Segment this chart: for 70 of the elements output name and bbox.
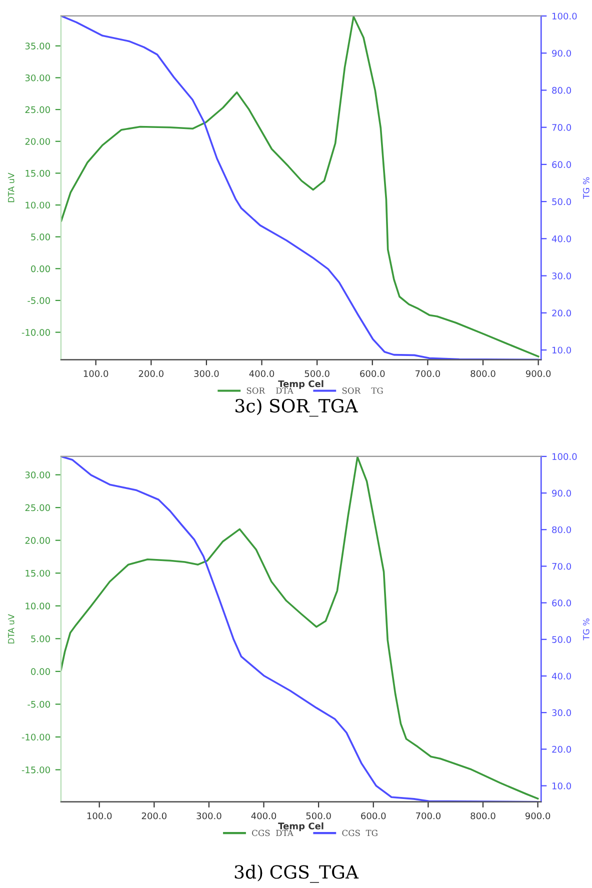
- legend-label: SOR DTA: [246, 387, 294, 394]
- y2-tick-label: 90.0: [552, 50, 572, 57]
- y2-tick-label: 10.0: [552, 782, 572, 790]
- x-tick-label: 100.0: [84, 370, 108, 378]
- x-tick-label: 300.0: [194, 370, 219, 378]
- y-tick-label: 5.00: [31, 635, 50, 642]
- y2-tick-label: 30.0: [552, 272, 572, 280]
- y-tick-label: -5.00: [28, 700, 50, 708]
- y-tick-label: 35.00: [25, 42, 50, 50]
- x-tick-label: 500.0: [304, 370, 330, 378]
- x-tick-label: 800.0: [470, 370, 496, 378]
- x-axis-title: Temp Cel: [278, 822, 324, 832]
- y2-tick-label: 50.0: [552, 198, 572, 206]
- y-tick-label: 15.00: [26, 570, 50, 577]
- legend-label: CGS TG: [342, 830, 378, 836]
- y-axis-title: DTA uV: [8, 614, 14, 644]
- x-tick-label: 600.0: [361, 812, 386, 820]
- x-tick-label: 500.0: [306, 812, 331, 820]
- y2-tick-label: 40.0: [552, 672, 572, 680]
- y2-tick-label: 40.0: [552, 235, 572, 242]
- y2-tick-label: 100.0: [552, 453, 577, 460]
- y2-tick-label: 30.0: [552, 709, 572, 716]
- y2-axis-title: TG %: [583, 177, 590, 199]
- y-tick-label: -10.00: [22, 329, 50, 336]
- y-tick-label: 30.00: [25, 74, 50, 82]
- y-tick-label: 10.00: [26, 602, 50, 610]
- y-tick-label: -15.00: [22, 766, 50, 774]
- x-tick-label: 900.0: [526, 370, 551, 378]
- y-tick-label: 25.00: [25, 106, 50, 114]
- y2-tick-label: 80.0: [552, 526, 572, 534]
- y2-tick-label: 50.0: [552, 636, 572, 643]
- text: 3c) SOR_TGA: [236, 398, 358, 417]
- y2-tick-label: 90.0: [552, 490, 572, 497]
- y2-tick-label: 60.0: [552, 161, 572, 168]
- y-tick-label: 20.00: [25, 138, 50, 145]
- text: 3d) CGS_TGA: [234, 864, 359, 883]
- y-tick-label: 20.00: [25, 537, 50, 544]
- x-tick-label: 700.0: [416, 812, 441, 820]
- legend-label: SOR TG: [342, 387, 383, 394]
- x-tick-label: 300.0: [196, 812, 222, 820]
- y2-tick-label: 20.0: [552, 310, 572, 316]
- y-tick-label: 0.00: [31, 668, 50, 675]
- y-tick-label: 30.00: [25, 472, 50, 478]
- y2-tick-label: 80.0: [552, 86, 572, 94]
- y2-tick-label: 20.0: [552, 746, 572, 753]
- y2-axis-title: TG %: [583, 618, 590, 640]
- x-tick-label: 200.0: [142, 812, 166, 820]
- y-tick-label: 25.00: [25, 504, 50, 512]
- x-tick-label: 600.0: [360, 370, 385, 378]
- x-tick-label: 200.0: [138, 370, 164, 378]
- legend-label: CGS DTA: [252, 830, 294, 836]
- y2-tick-label: 60.0: [552, 600, 572, 606]
- x-tick-label: 800.0: [470, 812, 496, 820]
- y-tick-label: 0.00: [31, 265, 50, 272]
- y-tick-label: 5.00: [31, 234, 50, 240]
- y2-tick-label: 70.0: [552, 124, 572, 131]
- y2-tick-label: 70.0: [552, 562, 572, 570]
- y2-tick-label: 100.0: [552, 12, 577, 20]
- y-tick-label: 10.00: [26, 202, 50, 209]
- x-tick-label: 400.0: [249, 370, 274, 378]
- x-tick-label: 100.0: [87, 812, 112, 820]
- x-tick-label: 400.0: [251, 812, 276, 820]
- x-tick-label: 700.0: [416, 370, 440, 378]
- y2-tick-label: 10.0: [552, 346, 572, 354]
- x-tick-label: 900.0: [525, 812, 550, 820]
- y-tick-label: -5.00: [28, 297, 50, 304]
- x-axis-title: Temp Cel: [278, 380, 324, 389]
- y-tick-label: -10.00: [22, 734, 50, 741]
- y-tick-label: 15.00: [26, 170, 50, 177]
- y-axis-title: DTA uV: [8, 172, 14, 202]
